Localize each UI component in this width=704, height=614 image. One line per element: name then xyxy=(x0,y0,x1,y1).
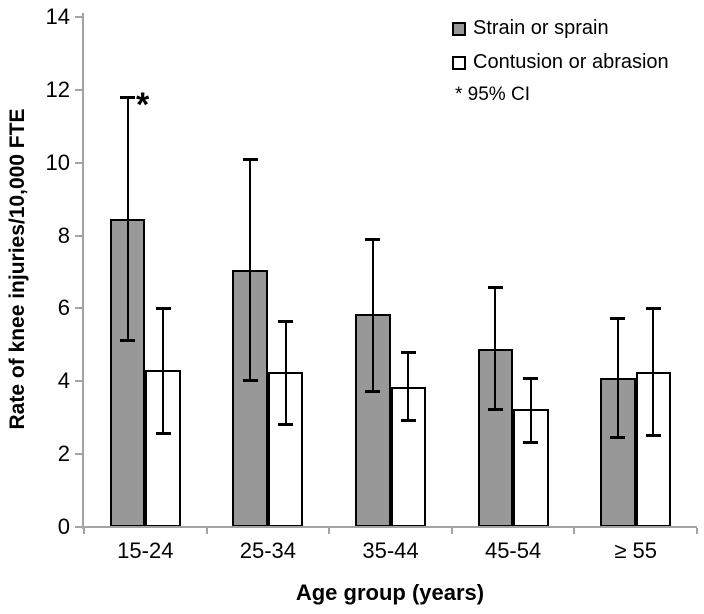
y-axis-title: Rate of knee injuries/10,000 FTE xyxy=(6,108,29,430)
error-bar-cap-top-0-2 xyxy=(365,238,381,242)
error-bar-cap-bottom-0-3 xyxy=(487,408,503,412)
error-bar-line-0-3 xyxy=(494,286,497,411)
x-tick-3 xyxy=(450,528,453,534)
error-bar-line-1-4 xyxy=(652,308,655,436)
error-bar-cap-top-1-1 xyxy=(278,320,294,324)
error-bar-line-0-4 xyxy=(616,317,619,438)
x-axis-title: Age group (years) xyxy=(295,580,485,605)
error-bar-cap-bottom-1-0 xyxy=(155,432,171,436)
x-tick-label-1: 25-34 xyxy=(239,538,297,563)
error-bar-line-1-1 xyxy=(284,321,287,425)
y-tick-8 xyxy=(75,234,83,237)
legend-swatch-gray-icon xyxy=(452,21,466,36)
x-tick-5 xyxy=(696,528,698,534)
error-bar-cap-bottom-1-1 xyxy=(278,423,294,426)
y-tick-label-14: 14 xyxy=(45,4,70,29)
y-tick-14 xyxy=(75,16,83,18)
error-bar-cap-top-0-1 xyxy=(242,158,258,162)
error-bar-line-0-0 xyxy=(126,97,129,342)
error-bar-line-0-1 xyxy=(249,159,252,382)
x-tick-2 xyxy=(328,528,331,534)
legend-swatch-white-icon xyxy=(452,55,466,70)
error-bar-cap-bottom-0-1 xyxy=(242,379,258,383)
error-bar-cap-top-1-3 xyxy=(523,376,539,380)
y-tick-2 xyxy=(75,453,83,456)
error-bar-line-1-3 xyxy=(529,377,532,444)
x-tick-label-2: 35-44 xyxy=(362,538,419,563)
error-bar-cap-top-1-4 xyxy=(645,307,661,311)
legend-label-contusion: Contusion or abrasion xyxy=(473,51,669,73)
y-tick-label-0: 0 xyxy=(57,514,70,539)
error-bar-cap-bottom-1-2 xyxy=(400,419,416,423)
x-tick-0 xyxy=(83,528,85,534)
error-bar-cap-top-1-0 xyxy=(155,307,171,311)
ci-note: * 95% CI xyxy=(455,84,530,105)
y-tick-label-12: 12 xyxy=(45,76,70,102)
y-tick-label-8: 8 xyxy=(57,222,70,248)
x-tick-1 xyxy=(205,528,208,534)
y-tick-4 xyxy=(75,380,83,383)
y-axis-line xyxy=(82,13,84,529)
x-tick-label-0: 15-24 xyxy=(117,538,174,563)
error-bar-cap-bottom-1-3 xyxy=(523,441,539,445)
error-bar-line-0-2 xyxy=(371,239,374,393)
legend: Strain or sprain Contusion or abrasion *… xyxy=(452,16,669,106)
error-bar-cap-top-0-3 xyxy=(487,285,503,289)
x-tick-4 xyxy=(573,528,576,534)
y-tick-label-2: 2 xyxy=(57,441,70,467)
error-bar-line-1-0 xyxy=(162,308,165,435)
y-tick-12 xyxy=(75,88,83,91)
x-tick-label-3: 45-54 xyxy=(484,538,542,563)
error-bar-cap-bottom-0-4 xyxy=(610,435,626,439)
y-tick-6 xyxy=(75,307,83,310)
legend-label-strain: Strain or sprain xyxy=(473,17,609,39)
x-tick-label-4: ≥ 55 xyxy=(614,538,658,563)
y-tick-10 xyxy=(75,161,83,164)
legend-item-contusion: Contusion or abrasion xyxy=(452,50,669,75)
error-bar-cap-bottom-1-4 xyxy=(645,433,661,437)
error-bar-cap-top-0-4 xyxy=(610,316,626,320)
x-axis-line xyxy=(82,526,697,528)
y-tick-label-6: 6 xyxy=(57,295,70,321)
error-bar-cap-top-0-0 xyxy=(120,96,136,100)
y-tick-label-10: 10 xyxy=(45,149,70,175)
error-bar-cap-top-1-2 xyxy=(400,351,416,355)
error-bar-cap-bottom-0-0 xyxy=(120,339,136,343)
error-bar-line-1-2 xyxy=(407,352,410,422)
y-tick-label-4: 4 xyxy=(57,368,70,394)
error-bar-cap-bottom-0-2 xyxy=(365,390,381,394)
ci-asterisk-annotation: * xyxy=(136,86,150,124)
bar-strain-4 xyxy=(600,377,636,527)
y-tick-0 xyxy=(75,526,83,528)
legend-item-strain: Strain or sprain xyxy=(452,16,669,41)
